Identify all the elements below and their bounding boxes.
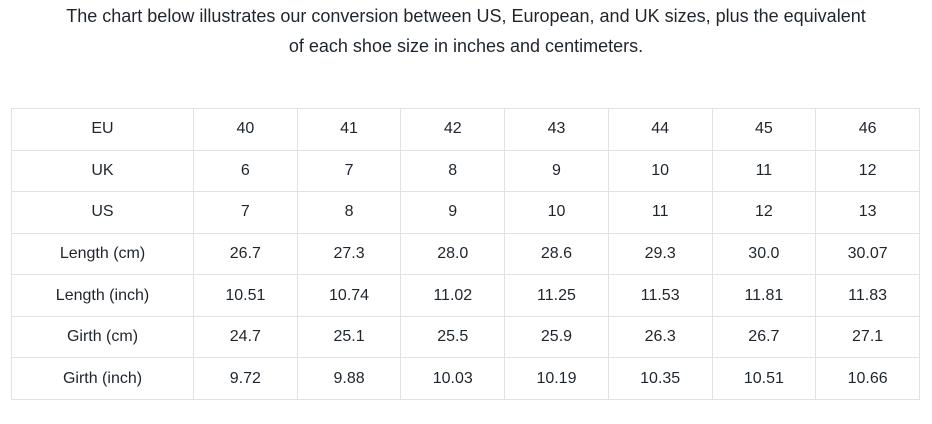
- table-cell: 46: [815, 108, 920, 151]
- table-cell: 30.07: [815, 232, 920, 276]
- table-cell: 9: [400, 191, 506, 234]
- table-cell: 10.51: [193, 274, 298, 317]
- table-cell: 13: [815, 191, 920, 234]
- table-row-girth-inch: Girth (inch) 9.72 9.88 10.03 10.19 10.35 10.51…: [11, 357, 920, 400]
- row-label-girth-cm: Girth (cm): [11, 315, 194, 359]
- intro-text: The chart below illustrates our conversi…: [0, 0, 932, 61]
- table-cell: 43: [504, 108, 609, 151]
- row-label-length-inch: Length (inch): [11, 274, 194, 317]
- row-label-length-cm: Length (cm): [11, 232, 194, 276]
- table-cell: 25.5: [400, 315, 506, 359]
- table-cell: 26.7: [711, 315, 817, 359]
- table-cell: 44: [607, 108, 713, 151]
- table-cell: 11: [711, 149, 817, 193]
- row-label-us: US: [11, 191, 194, 234]
- table-cell: 9: [504, 149, 609, 193]
- table-cell: 11.02: [400, 274, 506, 317]
- row-label-eu: EU: [11, 108, 194, 151]
- table-cell: 29.3: [607, 232, 713, 276]
- table-cell: 9.72: [193, 357, 298, 400]
- table-cell: 25.9: [504, 315, 609, 359]
- table-cell: 10.66: [815, 357, 920, 400]
- table-cell: 26.3: [607, 315, 713, 359]
- row-label-girth-inch: Girth (inch): [11, 357, 194, 400]
- table-cell: 24.7: [193, 315, 298, 359]
- table-cell: 45: [711, 108, 817, 151]
- table-cell: 41: [296, 108, 402, 151]
- table-cell: 40: [193, 108, 298, 151]
- table-cell: 25.1: [296, 315, 402, 359]
- table-cell: 10: [504, 191, 609, 234]
- table-cell: 28.0: [400, 232, 506, 276]
- table-cell: 9.88: [296, 357, 402, 400]
- table-cell: 11.53: [607, 274, 713, 317]
- table-row-uk: UK 6 7 8 9 10 11 12: [11, 149, 920, 193]
- table-cell: 10.74: [296, 274, 402, 317]
- table-cell: 42: [400, 108, 506, 151]
- table-cell: 7: [193, 191, 298, 234]
- table-cell: 30.0: [711, 232, 817, 276]
- table-row-length-cm: Length (cm) 26.7 27.3 28.0 28.6 29.3 30.0 30.07: [11, 232, 920, 276]
- table-cell: 11.81: [711, 274, 817, 317]
- table-row-length-inch: Length (inch) 10.51 10.74 11.02 11.25 11.53 11…: [11, 274, 920, 317]
- table-cell: 10.51: [711, 357, 817, 400]
- table-cell: 10.19: [504, 357, 609, 400]
- row-label-uk: UK: [11, 149, 194, 193]
- table-cell: 10.35: [607, 357, 713, 400]
- table-cell: 12: [815, 149, 920, 193]
- table-cell: 11: [607, 191, 713, 234]
- table-cell: 8: [296, 191, 402, 234]
- table-cell: 11.83: [815, 274, 920, 317]
- table-cell: 27.1: [815, 315, 920, 359]
- table-cell: 11.25: [504, 274, 609, 317]
- size-conversion-table: EU 40 41 42 43 44 45 46 UK 6 7 8 9 10 11 12 US 7 8 9 10 11 12 1…: [11, 108, 920, 400]
- table-cell: 7: [296, 149, 402, 193]
- table-cell: 8: [400, 149, 506, 193]
- table-cell: 10.03: [400, 357, 506, 400]
- table-row-eu: EU 40 41 42 43 44 45 46: [11, 108, 920, 151]
- table-cell: 12: [711, 191, 817, 234]
- table-cell: 28.6: [504, 232, 609, 276]
- table-row-us: US 7 8 9 10 11 12 13: [11, 191, 920, 234]
- size-table-body: EU 40 41 42 43 44 45 46 UK 6 7 8 9 10 11 12 US 7 8 9 10 11 12 1…: [11, 108, 920, 400]
- intro-line-2: of each shoe size in inches and centimet…: [288, 36, 644, 56]
- table-cell: 10: [607, 149, 713, 193]
- table-cell: 27.3: [296, 232, 402, 276]
- table-cell: 6: [193, 149, 298, 193]
- intro-line-1: The chart below illustrates our conversi…: [66, 6, 866, 26]
- table-row-girth-cm: Girth (cm) 24.7 25.1 25.5 25.9 26.3 26.7 27.1: [11, 315, 920, 359]
- table-cell: 26.7: [193, 232, 298, 276]
